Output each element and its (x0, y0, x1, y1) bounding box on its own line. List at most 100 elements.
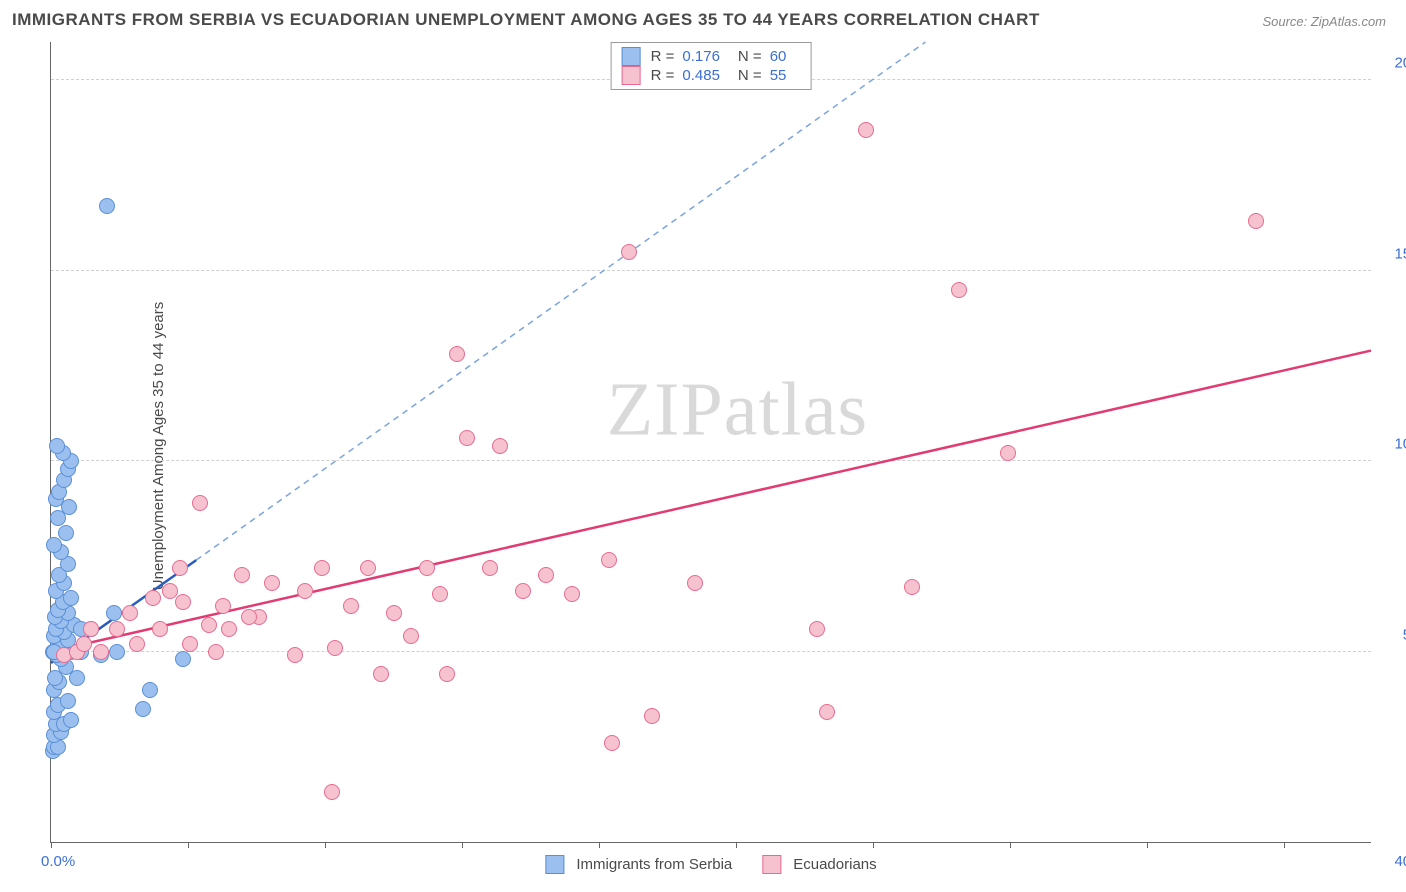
trend-line (51, 351, 1371, 652)
scatter-point (135, 701, 151, 717)
scatter-point (152, 621, 168, 637)
scatter-point (63, 712, 79, 728)
scatter-point (515, 583, 531, 599)
correlation-legend: R = 0.176 N = 60 R = 0.485 N = 55 (611, 42, 812, 90)
scatter-point (106, 605, 122, 621)
scatter-point (215, 598, 231, 614)
scatter-point (951, 282, 967, 298)
swatch-serbia (622, 47, 641, 66)
scatter-plot-area: ZIPatlas R = 0.176 N = 60 R = 0.485 N = … (50, 42, 1371, 843)
scatter-point (386, 605, 402, 621)
scatter-point (234, 567, 250, 583)
scatter-point (439, 666, 455, 682)
scatter-point (145, 590, 161, 606)
n-value-serbia: 60 (770, 48, 787, 65)
scatter-point (109, 621, 125, 637)
scatter-point (175, 651, 191, 667)
trend-lines-layer (51, 42, 1371, 842)
x-max-label: 40.0% (1381, 853, 1406, 870)
scatter-point (241, 609, 257, 625)
y-tick-label: 15.0% (1381, 245, 1406, 262)
scatter-point (360, 560, 376, 576)
scatter-point (287, 647, 303, 663)
scatter-point (819, 704, 835, 720)
trend-line (196, 42, 925, 560)
scatter-point (63, 590, 79, 606)
scatter-point (432, 586, 448, 602)
r-value-ecuadorians: 0.485 (682, 67, 720, 84)
x-tick (51, 842, 52, 848)
chart-title: IMMIGRANTS FROM SERBIA VS ECUADORIAN UNE… (12, 10, 1040, 30)
source-attribution: Source: ZipAtlas.com (1262, 14, 1386, 29)
scatter-point (564, 586, 580, 602)
scatter-point (601, 552, 617, 568)
scatter-point (172, 560, 188, 576)
r-value-serbia: 0.176 (682, 48, 720, 65)
scatter-point (49, 438, 65, 454)
y-tick-label: 5.0% (1381, 626, 1406, 643)
scatter-point (129, 636, 145, 652)
scatter-point (809, 621, 825, 637)
scatter-point (93, 644, 109, 660)
scatter-point (314, 560, 330, 576)
scatter-point (327, 640, 343, 656)
scatter-point (373, 666, 389, 682)
scatter-point (687, 575, 703, 591)
legend-row-serbia: R = 0.176 N = 60 (622, 47, 801, 66)
legend-row-ecuadorians: R = 0.485 N = 55 (622, 66, 801, 85)
x-tick (736, 842, 737, 848)
x-tick (1284, 842, 1285, 848)
scatter-point (538, 567, 554, 583)
scatter-point (208, 644, 224, 660)
x-tick (873, 842, 874, 848)
scatter-point (324, 784, 340, 800)
scatter-point (109, 644, 125, 660)
x-tick (1010, 842, 1011, 848)
legend-item-serbia: Immigrants from Serbia (545, 855, 732, 874)
scatter-point (142, 682, 158, 698)
scatter-point (482, 560, 498, 576)
scatter-point (621, 244, 637, 260)
scatter-point (644, 708, 660, 724)
swatch-ecuadorians (622, 66, 641, 85)
series-legend: Immigrants from Serbia Ecuadorians (545, 855, 876, 874)
scatter-point (192, 495, 208, 511)
scatter-point (1248, 213, 1264, 229)
scatter-point (403, 628, 419, 644)
x-tick (188, 842, 189, 848)
swatch-ecuadorians-b (762, 855, 781, 874)
scatter-point (60, 693, 76, 709)
x-tick (462, 842, 463, 848)
scatter-point (162, 583, 178, 599)
scatter-point (83, 621, 99, 637)
scatter-point (858, 122, 874, 138)
x-tick (1147, 842, 1148, 848)
scatter-point (221, 621, 237, 637)
scatter-point (459, 430, 475, 446)
scatter-point (182, 636, 198, 652)
n-value-ecuadorians: 55 (770, 67, 787, 84)
scatter-point (76, 636, 92, 652)
scatter-point (449, 346, 465, 362)
scatter-point (343, 598, 359, 614)
scatter-point (58, 525, 74, 541)
scatter-point (419, 560, 435, 576)
y-tick-label: 10.0% (1381, 436, 1406, 453)
scatter-point (69, 670, 85, 686)
y-tick-label: 20.0% (1381, 55, 1406, 72)
legend-item-ecuadorians: Ecuadorians (762, 855, 876, 874)
scatter-point (99, 198, 115, 214)
scatter-point (1000, 445, 1016, 461)
scatter-point (175, 594, 191, 610)
x-min-label: 0.0% (41, 853, 75, 870)
swatch-serbia-b (545, 855, 564, 874)
scatter-point (492, 438, 508, 454)
scatter-point (122, 605, 138, 621)
x-tick (325, 842, 326, 848)
scatter-point (604, 735, 620, 751)
scatter-point (904, 579, 920, 595)
scatter-point (297, 583, 313, 599)
x-tick (599, 842, 600, 848)
scatter-point (201, 617, 217, 633)
scatter-point (264, 575, 280, 591)
